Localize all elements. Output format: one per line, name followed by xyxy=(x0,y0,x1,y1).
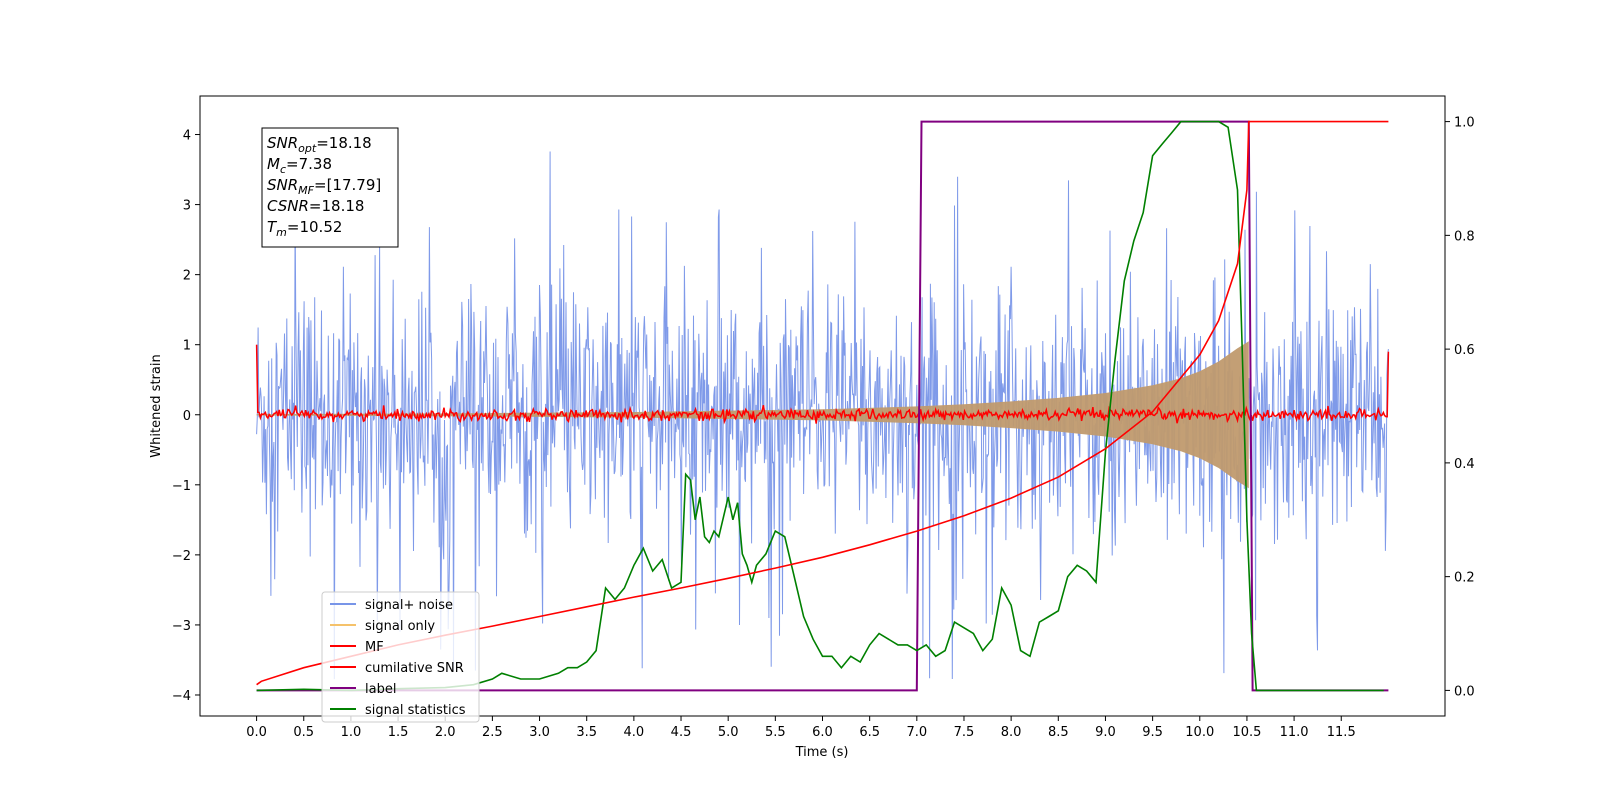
x-tick-label: 7.5 xyxy=(954,725,975,740)
y-right-tick-label: 1.0 xyxy=(1454,116,1475,131)
annotation-line: CSNR=18.18 xyxy=(267,197,364,215)
legend-label: cumilative SNR xyxy=(365,661,464,676)
x-axis: 0.0 0.5 1.0 1.5 2.0 2.5 3.0 3.5 4.0 4.5 5.0 5.5 6.0 6… xyxy=(246,716,1356,740)
y-axis-label: Whitened strain xyxy=(149,354,164,457)
annotation-line: Mc=7.38 xyxy=(267,155,332,176)
x-tick-label: 1.5 xyxy=(388,725,409,740)
annotation-line: Tm=10.52 xyxy=(267,218,342,239)
x-tick-label: 5.0 xyxy=(718,725,739,740)
x-axis-label: Time (s) xyxy=(795,745,849,760)
legend-label: MF xyxy=(365,640,384,655)
legend-label: signal+ noise xyxy=(365,598,453,613)
x-tick-label: 4.0 xyxy=(624,725,645,740)
y-tick-label: −1 xyxy=(172,479,191,494)
legend-label: signal only xyxy=(365,619,435,634)
x-tick-label: 3.5 xyxy=(576,725,597,740)
x-tick-label: 6.0 xyxy=(812,725,833,740)
y-tick-label: 4 xyxy=(183,129,191,144)
annotation-box: SNRopt=18.18Mc=7.38SNRMF=[17.79]CSNR=18.… xyxy=(261,127,399,248)
y-right-tick-label: 0.2 xyxy=(1454,571,1475,586)
mf-series xyxy=(255,344,1390,425)
y-tick-label: 3 xyxy=(183,199,191,214)
x-tick-label: 0.5 xyxy=(293,725,314,740)
signal-statistics-line xyxy=(256,120,1384,692)
y-right-tick-label: 0.4 xyxy=(1454,457,1475,472)
legend: signal+ noise signal only MF cumilative SNR… xyxy=(321,591,480,723)
legend-label: signal statistics xyxy=(365,703,466,718)
x-tick-label: 10.5 xyxy=(1232,725,1261,740)
x-tick-label: 8.0 xyxy=(1001,725,1022,740)
annotation-line: SNRMF=[17.79] xyxy=(267,176,381,197)
x-tick-label: 0.0 xyxy=(246,725,267,740)
y-tick-label: −3 xyxy=(172,619,191,634)
annotation-frame xyxy=(261,127,399,248)
x-tick-label: 7.0 xyxy=(906,725,927,740)
y-tick-label: 0 xyxy=(183,409,191,424)
y-tick-label: −4 xyxy=(172,689,191,704)
y-tick-label: 2 xyxy=(183,269,191,284)
x-tick-label: 10.0 xyxy=(1185,725,1214,740)
y-axis-left: −4 −3 −2 −1 0 1 2 3 4 xyxy=(172,129,200,704)
y-tick-label: 1 xyxy=(183,339,191,354)
y-right-tick-label: 0.6 xyxy=(1454,343,1475,358)
x-tick-label: 5.5 xyxy=(765,725,786,740)
x-tick-label: 4.5 xyxy=(671,725,692,740)
x-tick-label: 8.5 xyxy=(1048,725,1069,740)
x-tick-label: 11.5 xyxy=(1327,725,1356,740)
y-tick-label: −2 xyxy=(172,549,191,564)
x-tick-label: 2.0 xyxy=(435,725,456,740)
x-tick-label: 9.5 xyxy=(1142,725,1163,740)
legend-frame xyxy=(321,591,480,723)
x-tick-label: 1.0 xyxy=(341,725,362,740)
legend-label: label xyxy=(365,682,396,697)
x-tick-label: 9.0 xyxy=(1095,725,1116,740)
x-tick-label: 11.0 xyxy=(1280,725,1309,740)
mf-line xyxy=(255,344,1390,425)
x-tick-label: 2.5 xyxy=(482,725,503,740)
x-tick-label: 3.0 xyxy=(529,725,550,740)
y-axis-right: 0.0 0.2 0.4 0.6 0.8 1.0 xyxy=(1445,116,1475,699)
annotation-line: SNRopt=18.18 xyxy=(267,134,372,155)
y-right-tick-label: 0.8 xyxy=(1454,229,1475,244)
x-tick-label: 6.5 xyxy=(859,725,880,740)
y-right-tick-label: 0.0 xyxy=(1454,684,1475,699)
